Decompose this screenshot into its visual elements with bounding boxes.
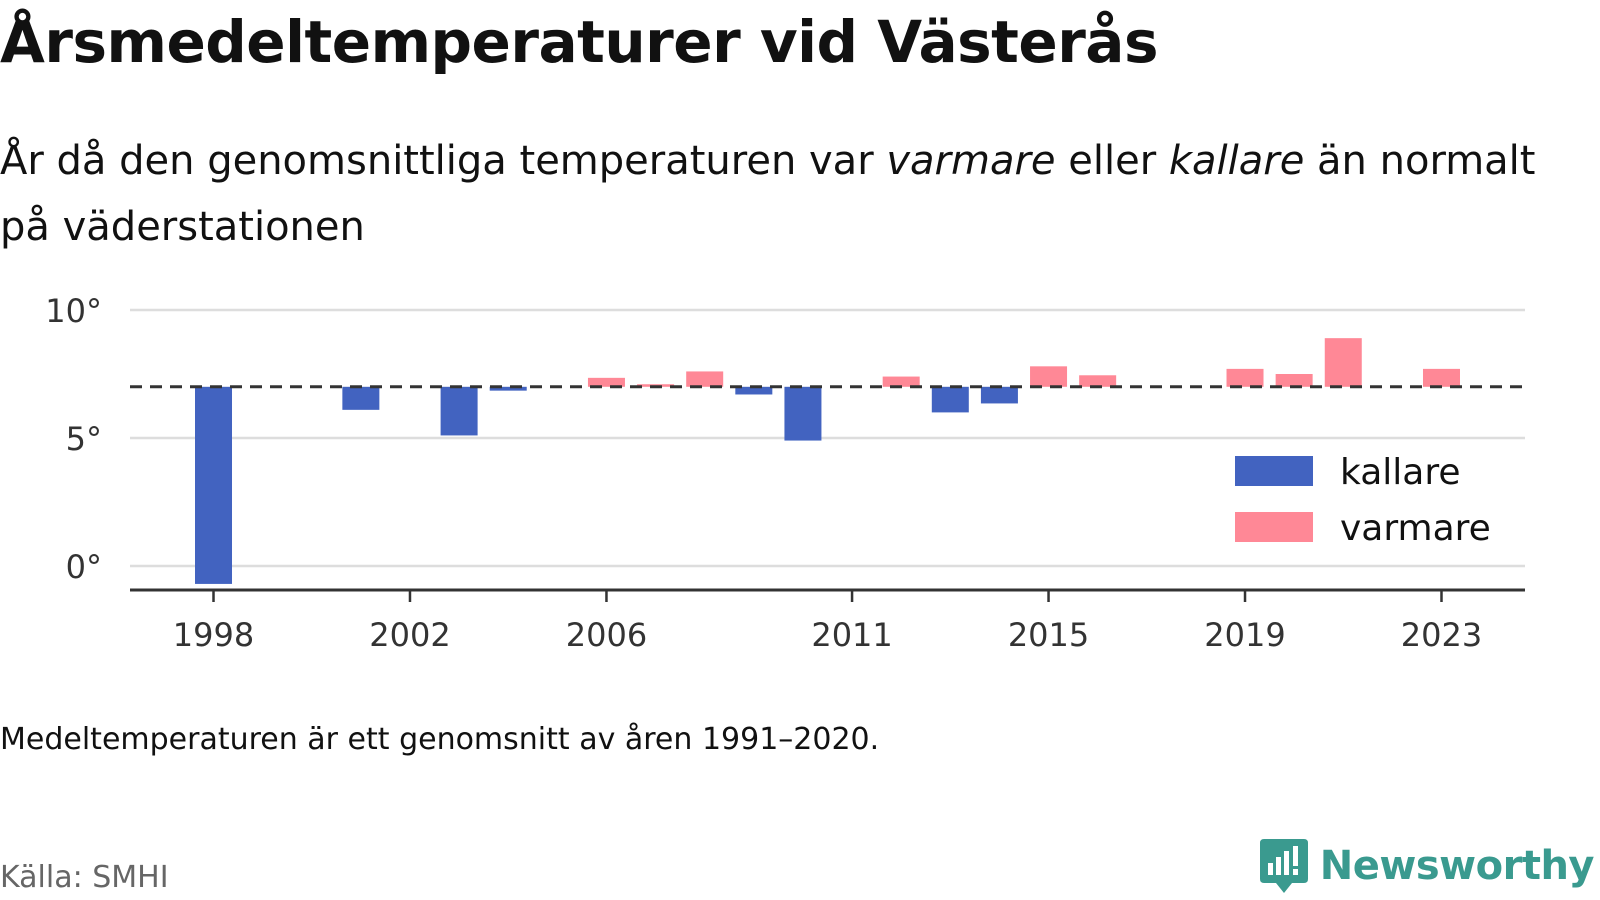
- newsworthy-logo-icon: [1259, 839, 1308, 893]
- legend-swatch-cold: [1235, 456, 1313, 486]
- brand-logo: Newsworthy: [1258, 838, 1595, 894]
- bar-2004: [489, 386, 527, 391]
- bar-2019: [1226, 368, 1264, 387]
- subtitle-warm-word: varmare: [886, 138, 1056, 184]
- bar-2008: [686, 371, 724, 387]
- bar-2014: [980, 386, 1018, 404]
- footnote: Medeltemperaturen är ett genomsnitt av å…: [0, 722, 880, 757]
- bar-2021: [1324, 338, 1362, 387]
- y-tick-label: 0°: [66, 548, 102, 586]
- y-tick-label: 5°: [66, 420, 102, 458]
- bar-2016: [1079, 375, 1117, 387]
- bar-2006: [587, 377, 625, 387]
- subtitle-part-3: än normalt på väderstationen: [0, 138, 1536, 250]
- x-tick-label: 2006: [566, 616, 647, 654]
- chart-title: Årsmedeltemperaturer vid Västerås: [0, 8, 1158, 76]
- chart-subtitle: År då den genomsnittliga temperaturen va…: [0, 128, 1560, 260]
- legend-label-warm: varmare: [1340, 508, 1491, 549]
- bar-2015: [1030, 366, 1068, 387]
- brand-name: Newsworthy: [1319, 843, 1595, 889]
- subtitle-part-2: eller: [1055, 138, 1169, 184]
- y-axis-labels: 0° 5° 10°: [45, 292, 102, 586]
- legend-swatch-warm: [1235, 512, 1313, 542]
- bar-chart: 0° 5° 10° 1998 2002 2006 2011 2015 2019 2023 kal…: [45, 292, 1525, 654]
- y-tick-label: 10°: [45, 292, 102, 330]
- bar-2003: [440, 386, 478, 436]
- x-tick-label: 1998: [173, 616, 254, 654]
- subtitle-part-1: År då den genomsnittliga temperaturen va…: [0, 138, 887, 184]
- bar-2013: [931, 386, 969, 413]
- subtitle-cold-word: kallare: [1168, 138, 1305, 184]
- bar-2001: [342, 386, 380, 410]
- bars: [195, 338, 1460, 584]
- legend: kallare varmare: [1235, 452, 1491, 549]
- x-tick-label: 2023: [1401, 616, 1482, 654]
- bar-2010: [784, 386, 822, 441]
- bar-2023: [1422, 368, 1460, 387]
- bar-2012: [882, 376, 920, 387]
- bar-2020: [1275, 374, 1313, 387]
- x-tick-label: 2011: [811, 616, 892, 654]
- x-axis-ticks: 1998 2002 2006 2011 2015 2019 2023: [173, 590, 1482, 654]
- source-label: Källa: SMHI: [0, 860, 169, 895]
- x-tick-label: 2002: [369, 616, 450, 654]
- bar-1998: [195, 386, 233, 584]
- bar-2009: [735, 386, 773, 395]
- legend-label-cold: kallare: [1340, 452, 1461, 493]
- gridlines: [130, 308, 1525, 568]
- x-tick-label: 2019: [1204, 616, 1285, 654]
- x-tick-label: 2015: [1008, 616, 1089, 654]
